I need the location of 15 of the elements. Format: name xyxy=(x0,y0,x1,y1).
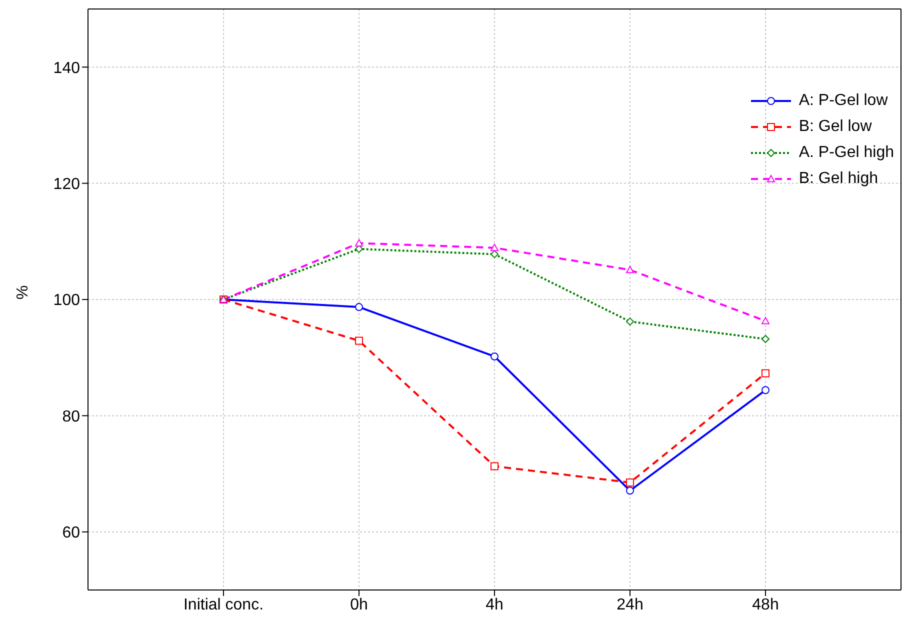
y-tick-label: 100 xyxy=(53,292,80,310)
x-tick-label: 48h xyxy=(752,596,779,614)
y-tick-label: 60 xyxy=(62,524,80,542)
x-tick-label: Initial conc. xyxy=(183,596,264,614)
legend-label: B: Gel high xyxy=(798,169,878,189)
y-tick-label: 140 xyxy=(53,60,80,77)
legend-label: A: P-Gel low xyxy=(798,91,888,111)
y-tick-label: 80 xyxy=(62,408,80,426)
x-tick-label: 24h xyxy=(616,596,644,614)
x-tick-label: 0h xyxy=(350,596,368,614)
legend-label: A. P-Gel high xyxy=(798,143,894,163)
legend-label: B: Gel low xyxy=(798,117,872,137)
y-axis-title: % xyxy=(14,285,32,300)
x-tick-label: 4h xyxy=(486,596,504,614)
y-tick-label: 120 xyxy=(53,176,80,193)
